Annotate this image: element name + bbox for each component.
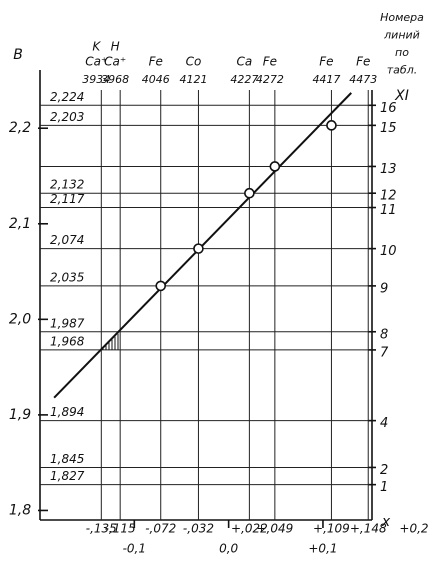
v-line-label: -,115 bbox=[105, 522, 136, 536]
h-line-label: 1,845 bbox=[50, 452, 84, 466]
right-axis-label: по bbox=[395, 46, 409, 59]
v-line-label: +,109 bbox=[313, 522, 350, 536]
wavelength: 4272 bbox=[256, 73, 284, 86]
line-number: 11 bbox=[380, 203, 397, 218]
element-label: Ca bbox=[237, 55, 253, 69]
line-number: 7 bbox=[380, 345, 389, 360]
data-point bbox=[269, 161, 281, 172]
v-line-label: -,135 bbox=[86, 522, 117, 536]
line-number: 10 bbox=[380, 244, 397, 259]
h-line-label: 2,203 bbox=[50, 110, 84, 124]
data-point bbox=[193, 243, 204, 254]
y-tick-label: 1,9 bbox=[9, 407, 31, 423]
h-line-label: 2,132 bbox=[50, 178, 84, 192]
y-tick-label: 2,0 bbox=[9, 311, 31, 327]
v-line-label: +,022 bbox=[231, 522, 268, 536]
fit-line bbox=[53, 92, 352, 399]
data-point bbox=[244, 187, 255, 199]
element-label: Ca⁺ bbox=[85, 55, 107, 69]
wavelength: 4046 bbox=[142, 73, 170, 86]
h-line-label: 1,968 bbox=[50, 334, 85, 348]
h-line-label: 1,827 bbox=[50, 469, 85, 483]
y-axis-label: B bbox=[13, 47, 23, 63]
x-tick-label: 0,0 bbox=[219, 542, 238, 556]
wavelength: 4417 bbox=[312, 73, 340, 86]
line-number: 12 bbox=[380, 189, 397, 204]
line-number: 16 bbox=[380, 101, 397, 116]
element-label: Fe bbox=[263, 55, 277, 69]
h-line-label: 2,035 bbox=[50, 270, 84, 284]
v-line-label: +,148 bbox=[350, 522, 387, 536]
h-line-label: 2,074 bbox=[50, 233, 84, 247]
h-line-label: 2,224 bbox=[50, 90, 84, 104]
line-number: 9 bbox=[380, 281, 388, 296]
data-point bbox=[326, 120, 337, 131]
element-label: Co bbox=[186, 55, 202, 69]
element-label: Fe bbox=[319, 55, 333, 69]
wavelength: 4121 bbox=[179, 73, 207, 86]
wavelength: 3934 bbox=[82, 73, 110, 86]
right-axis-label: табл. bbox=[387, 64, 417, 77]
element-label: K bbox=[92, 40, 101, 54]
element-label: H bbox=[111, 40, 120, 54]
x-tick-label: -0,1 bbox=[123, 542, 146, 556]
y-tick-label: 1,8 bbox=[9, 502, 31, 518]
v-line-label: +,049 bbox=[256, 522, 293, 536]
x-axis-label: x bbox=[381, 514, 391, 530]
h-line-label: 2,117 bbox=[50, 192, 85, 206]
v-line-label: -,072 bbox=[145, 522, 176, 536]
wavelength: 3968 bbox=[101, 73, 129, 86]
h-line-label: 1,987 bbox=[50, 316, 85, 330]
wavelength: 4473 bbox=[349, 73, 377, 86]
v-line-label: -,032 bbox=[183, 522, 214, 536]
line-number: 13 bbox=[380, 162, 397, 177]
x-tick-label: +0,2 bbox=[399, 522, 428, 536]
line-number: 4 bbox=[380, 416, 388, 431]
h-line-label: 1,894 bbox=[50, 405, 84, 419]
right-axis-label: Номера bbox=[380, 11, 424, 24]
line-number: 15 bbox=[380, 121, 397, 136]
wavelength: 4227 bbox=[230, 73, 258, 86]
element-label: Ca⁺ bbox=[104, 55, 126, 69]
element-label: Fe bbox=[356, 55, 370, 69]
y-tick-label: 2,1 bbox=[9, 216, 31, 232]
line-number: 8 bbox=[380, 327, 388, 342]
right-axis-label: XI bbox=[394, 88, 409, 104]
data-point bbox=[155, 280, 167, 292]
right-axis-label: линий bbox=[383, 29, 420, 42]
x-tick-label: +0,1 bbox=[308, 542, 337, 556]
line-number: 1 bbox=[380, 480, 388, 495]
y-tick-label: 2,2 bbox=[9, 120, 31, 136]
line-number: 2 bbox=[380, 463, 388, 478]
element-label: Fe bbox=[149, 55, 163, 69]
